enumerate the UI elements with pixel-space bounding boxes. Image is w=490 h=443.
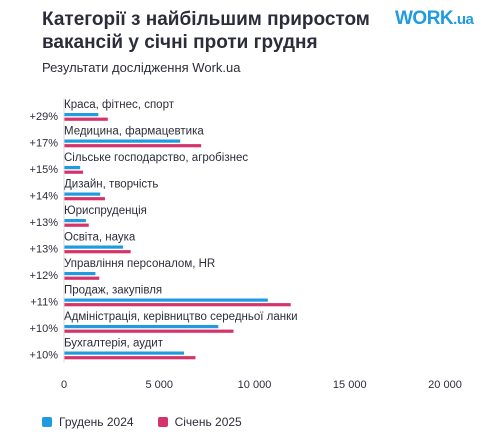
category-label: Бухгалтерія, аудит bbox=[64, 338, 164, 350]
logo-suffix-text: .ua bbox=[453, 11, 474, 28]
bar-jan bbox=[64, 170, 84, 174]
bar-jan bbox=[64, 117, 108, 121]
category-label: Сільське господарство, агробізнес bbox=[64, 152, 248, 164]
chart-title: Категорії з найбільшим приростом вакансі… bbox=[42, 9, 370, 53]
bar-jan bbox=[64, 276, 100, 280]
growth-label: +10% bbox=[30, 350, 59, 362]
bar-dec bbox=[64, 113, 99, 117]
bar-jan bbox=[64, 329, 234, 333]
bar-dec bbox=[64, 166, 81, 170]
legend-swatch-jan bbox=[157, 417, 168, 427]
brand-logo: WORK.ua bbox=[395, 8, 474, 30]
bar-jan bbox=[64, 144, 202, 148]
growth-label: +10% bbox=[30, 323, 59, 335]
bar-dec bbox=[64, 351, 185, 355]
bar-dec bbox=[64, 272, 96, 276]
bar-dec bbox=[64, 325, 219, 329]
category-label: Краса, фітнес, спорт bbox=[64, 99, 175, 111]
legend-swatch-dec bbox=[42, 417, 52, 427]
category-label: Управління персоналом, HR bbox=[64, 258, 215, 270]
category-label: Дизайн, творчість bbox=[64, 179, 158, 191]
x-tick-label: 15 000 bbox=[333, 379, 367, 391]
growth-label: +29% bbox=[30, 111, 59, 123]
category-label: Юриспруденція bbox=[64, 205, 147, 217]
bar-jan bbox=[64, 356, 196, 360]
bar-jan bbox=[64, 250, 131, 254]
category-label: Адміністрація, керівництво середньої лан… bbox=[64, 311, 298, 323]
growth-label: +17% bbox=[30, 138, 59, 150]
x-tick-label: 20 000 bbox=[428, 379, 462, 391]
legend-label-jan: Січень 2025 bbox=[174, 415, 242, 429]
category-label: Медицина, фармацевтика bbox=[64, 126, 204, 138]
bar-dec bbox=[64, 192, 101, 196]
x-tick-label: 0 bbox=[61, 379, 67, 391]
legend-label-dec: Грудень 2024 bbox=[59, 415, 134, 429]
bar-dec bbox=[64, 219, 86, 223]
bar-jan bbox=[64, 223, 89, 227]
growth-label: +12% bbox=[30, 270, 59, 282]
growth-label: +13% bbox=[30, 244, 59, 256]
chart-legend: Грудень 2024 Січень 2025 bbox=[42, 415, 242, 429]
growth-label: +15% bbox=[30, 164, 59, 176]
bar-dec bbox=[64, 139, 181, 143]
x-tick-label: 5 000 bbox=[145, 379, 173, 391]
legend-item-jan: Січень 2025 bbox=[157, 415, 242, 429]
bar-jan bbox=[64, 303, 291, 307]
growth-label: +11% bbox=[30, 297, 58, 309]
logo-main-text: WORK bbox=[395, 8, 454, 29]
growth-label: +14% bbox=[30, 191, 59, 203]
x-tick-label: 10 000 bbox=[238, 379, 272, 391]
chart-subtitle: Результати дослідження Work.ua bbox=[42, 60, 241, 75]
bar-dec bbox=[64, 298, 268, 302]
bar-dec bbox=[64, 245, 124, 249]
bar-jan bbox=[64, 197, 105, 201]
legend-item-dec: Грудень 2024 bbox=[42, 415, 134, 429]
category-label: Освіта, наука bbox=[64, 232, 136, 244]
category-label: Продаж, закупівля bbox=[64, 285, 162, 297]
growth-label: +13% bbox=[30, 217, 59, 229]
